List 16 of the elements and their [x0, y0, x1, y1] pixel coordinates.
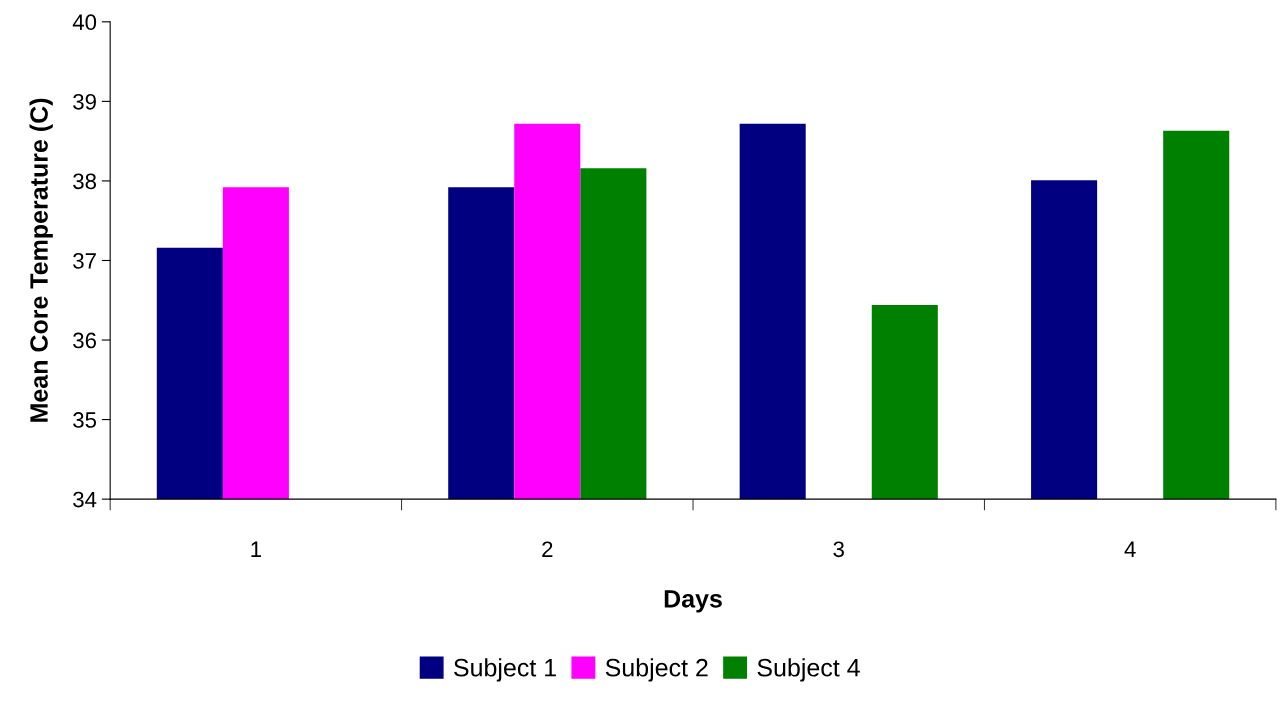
y-tick-label: 36 [73, 332, 96, 349]
x-axis-title: Days [664, 590, 722, 613]
x-tick-label: 4 [1124, 541, 1136, 557]
legend-label: Subject 4 [757, 658, 860, 682]
y-tick-label: 38 [73, 173, 97, 190]
y-tick-label: 34 [73, 491, 97, 508]
y-tick-label: 35 [73, 412, 97, 428]
y-tick-label: 39 [73, 93, 96, 110]
y-tick-label: 40 [72, 14, 97, 31]
x-tick-label: 1 [251, 541, 261, 557]
y-tick-label: 37 [73, 253, 96, 269]
x-tick-label: 3 [833, 541, 844, 558]
y-axis-title: Mean Core Temperature (C) [29, 98, 53, 422]
legend-label: Subject 2 [605, 658, 708, 682]
x-tick-label: 2 [542, 541, 553, 557]
legend-label: Subject 1 [454, 658, 556, 682]
